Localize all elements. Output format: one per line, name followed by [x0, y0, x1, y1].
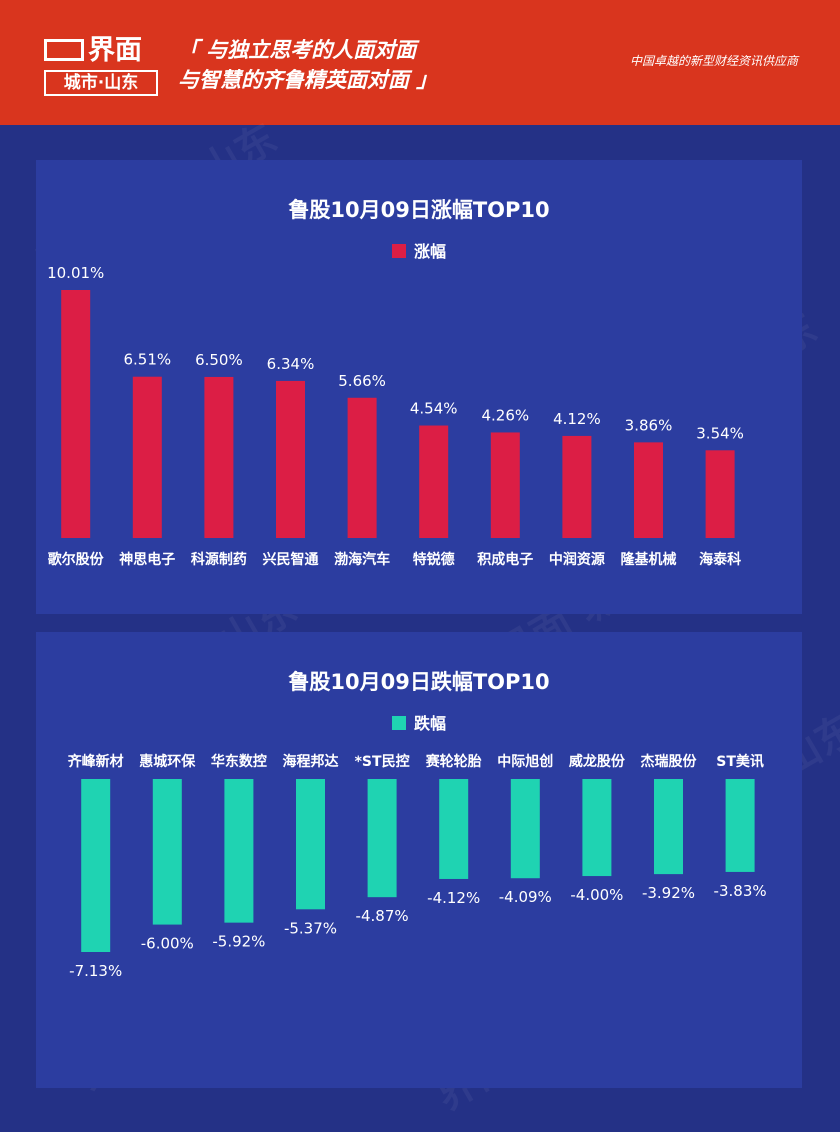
gain-category-label: 歌尔股份: [48, 551, 105, 568]
gain-bar: [204, 376, 234, 538]
loss-value-label: -6.00%: [141, 935, 194, 953]
loss-value-label: -4.12%: [427, 889, 480, 907]
tagline: 中国卓越的新型财经资讯供应商: [629, 54, 798, 68]
loss-bar: [654, 779, 683, 875]
gain-bar: [705, 450, 735, 538]
gainers-legend: 涨幅: [36, 238, 802, 262]
logo: 界面 城市·山东: [44, 34, 160, 98]
loss-category-label: 威龙股份: [569, 753, 626, 770]
logo-main-text: 界面: [88, 35, 142, 66]
gain-category-label: 渤海汽车: [334, 551, 390, 568]
losers-chart-panel: 鲁股10月09日跌幅TOP10 跌幅 -7.13% 齐峰新材 -6.00% 惠城环保 -…: [36, 632, 802, 1088]
gain-bar: [634, 442, 663, 538]
gain-value-label: 3.54%: [696, 424, 744, 442]
gain-value-label: 6.34%: [267, 355, 315, 373]
loss-value-label: -3.83%: [714, 882, 767, 900]
gainers-chart-panel: 鲁股10月09日涨幅TOP10 涨幅 10.01% 歌尔股份 6.51% 神思电子 6.…: [36, 160, 802, 614]
loss-category-label: 海程邦达: [283, 753, 339, 770]
slogan-line-2: 与智慧的齐鲁精英面对面 」: [178, 68, 438, 92]
gain-value-label: 6.51%: [123, 351, 171, 369]
gain-value-label: 10.01%: [47, 264, 104, 282]
loss-category-label: ST美讯: [716, 753, 764, 770]
loss-category-label: 华东数控: [211, 753, 267, 770]
losers-legend: 跌幅: [36, 710, 802, 734]
loss-category-label: 惠城环保: [139, 753, 196, 770]
losers-legend-swatch: [391, 716, 406, 730]
loss-value-label: -5.37%: [284, 919, 337, 937]
losers-bar-chart: -7.13% 齐峰新材 -6.00% 惠城环保 -5.92% 华东数控 -5.37% 海程邦达…: [68, 753, 767, 980]
header-banner: 界面 城市·山东 「 与独立思考的人面对面 与智慧的齐鲁精英面对面 」 中国卓越…: [0, 0, 840, 125]
gain-category-label: 神思电子: [119, 551, 175, 568]
logo-mark-icon: [44, 38, 84, 61]
loss-category-label: *ST民控: [355, 753, 410, 770]
gain-category-label: 积成电子: [477, 551, 533, 568]
gainers-bar-chart: 10.01% 歌尔股份 6.51% 神思电子 6.50% 科源制药 6.34% 兴民智通 5.6…: [47, 264, 744, 568]
gain-value-label: 4.26%: [481, 406, 529, 424]
loss-value-label: -5.92%: [212, 933, 265, 951]
loss-bar: [81, 779, 111, 952]
loss-category-label: 中际旭创: [497, 753, 553, 770]
loss-category-label: 杰瑞股份: [641, 753, 698, 770]
loss-bar: [582, 779, 612, 877]
loss-bar: [367, 779, 397, 898]
gain-category-label: 中润资源: [549, 551, 605, 568]
gain-bar: [419, 425, 449, 538]
gain-category-label: 科源制药: [191, 551, 247, 568]
gainers-legend-swatch: [391, 244, 406, 258]
gain-category-label: 兴民智通: [263, 551, 319, 568]
gain-bar: [276, 380, 305, 538]
slogan-line-1: 「 与独立思考的人面对面: [178, 38, 417, 62]
loss-bar: [725, 779, 755, 872]
loss-value-label: -4.87%: [356, 907, 409, 925]
loss-bar: [224, 779, 254, 923]
losers-legend-label: 跌幅: [413, 714, 446, 733]
gain-value-label: 5.66%: [338, 372, 386, 390]
gain-bar: [61, 290, 91, 538]
gain-value-label: 4.12%: [553, 410, 601, 428]
loss-value-label: -7.13%: [69, 962, 122, 980]
gain-bar: [562, 435, 592, 538]
loss-bar: [296, 779, 325, 910]
loss-bar: [510, 779, 540, 879]
gain-category-label: 隆基机械: [621, 551, 677, 568]
loss-value-label: -4.09%: [499, 888, 552, 906]
losers-chart-title: 鲁股10月09日跌幅TOP10: [288, 670, 550, 694]
loss-category-label: 齐峰新材: [68, 753, 124, 770]
gain-value-label: 6.50%: [195, 351, 243, 369]
gain-value-label: 4.54%: [410, 400, 458, 418]
gain-value-label: 3.86%: [625, 416, 673, 434]
loss-bar: [152, 779, 182, 925]
gain-category-label: 特锐德: [413, 551, 455, 568]
logo-sub-text: 城市·山东: [44, 70, 158, 96]
gainers-chart-title: 鲁股10月09日涨幅TOP10: [288, 198, 550, 222]
gain-category-label: 海泰科: [699, 551, 741, 568]
gain-bar: [347, 397, 377, 538]
loss-category-label: 赛轮轮胎: [425, 753, 482, 770]
gain-bar: [490, 432, 520, 538]
loss-bar: [439, 779, 469, 879]
gainers-legend-label: 涨幅: [413, 242, 446, 261]
loss-value-label: -3.92%: [642, 884, 695, 902]
gain-bar: [132, 376, 162, 538]
loss-value-label: -4.00%: [570, 886, 623, 904]
